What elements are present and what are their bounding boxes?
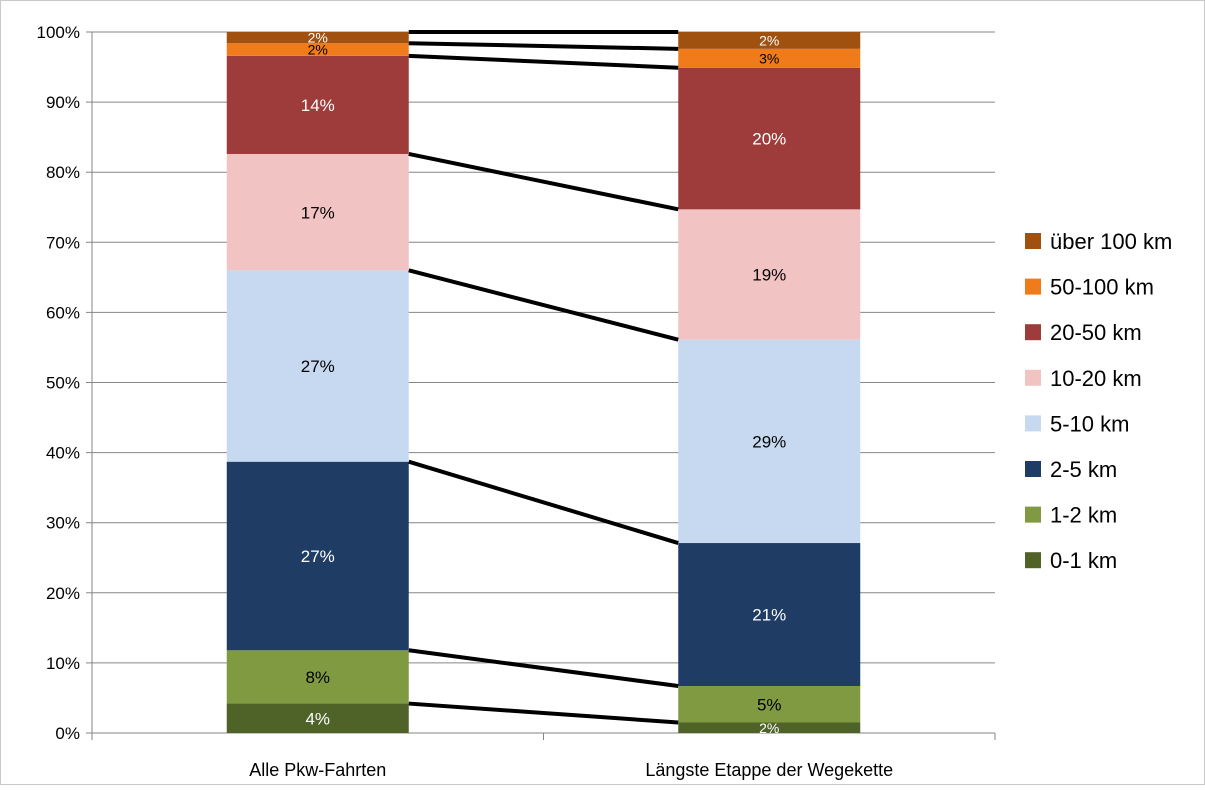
y-tick-label: 70% (46, 233, 80, 252)
bar-segment (226, 270, 409, 462)
y-tick-label: 0% (55, 724, 80, 743)
data-label: 5% (757, 695, 782, 714)
y-tick-label: 60% (46, 303, 80, 322)
data-label: 2% (308, 42, 328, 58)
axes: 0% 10% 20% 30% 40% 50% 60% 70% 80% 90% 100% Alle Pk… (37, 23, 996, 780)
bar-segment (226, 43, 409, 56)
data-label: 14% (301, 96, 335, 115)
legend-label: 20-50 km (1050, 320, 1142, 345)
y-tick-label: 40% (46, 444, 80, 463)
data-label: 19% (752, 266, 786, 285)
data-label: 20% (752, 130, 786, 149)
x-tick-label: Alle Pkw-Fahrten (249, 760, 386, 780)
y-tick-label: 20% (46, 584, 80, 603)
connector-line (408, 152, 679, 212)
y-tick-label: 50% (46, 374, 80, 393)
y-tick-label: 30% (46, 514, 80, 533)
legend-swatch (1025, 278, 1041, 295)
bar-segment (678, 686, 861, 723)
data-label: 3% (759, 50, 779, 66)
legend-swatch (1025, 324, 1041, 341)
bar-segment (678, 48, 861, 68)
legend-label: 10-20 km (1050, 366, 1142, 391)
data-label: 2% (308, 30, 328, 46)
bar-segment (226, 650, 409, 704)
connector-line (408, 53, 679, 70)
connector-lines (408, 30, 679, 725)
connector-line (408, 41, 679, 51)
data-label: 17% (301, 203, 335, 222)
data-label: 29% (752, 433, 786, 452)
bar-segment (226, 55, 409, 154)
legend-swatch (1025, 233, 1041, 249)
connector-line (408, 648, 679, 689)
connector-line (408, 701, 679, 725)
bar-segment (226, 32, 409, 44)
legend-label: über 100 km (1050, 229, 1172, 254)
connector-line (408, 268, 679, 342)
legend-swatch (1025, 552, 1041, 569)
legend-swatch (1025, 506, 1041, 523)
legend-label: 50-100 km (1050, 275, 1154, 300)
legend-label: 2-5 km (1050, 457, 1117, 482)
data-labels: 4%8%27%27%17%14%2%2%2%5%21%29%19%20%3%2% (301, 30, 787, 736)
bar-segment (678, 209, 861, 340)
bar-segment (226, 153, 409, 271)
data-label: 8% (305, 668, 330, 687)
data-label: 2% (759, 720, 779, 736)
bars (226, 32, 861, 733)
legend-label: 5-10 km (1050, 411, 1129, 436)
bar-segment (678, 543, 861, 687)
data-label: 2% (759, 32, 779, 48)
bar-segment (678, 722, 861, 733)
legend-label: 1-2 km (1050, 503, 1117, 528)
y-tick-label: 10% (46, 654, 80, 673)
bar-segment (226, 461, 409, 651)
data-label: 27% (301, 547, 335, 566)
bar-segment (678, 32, 861, 49)
bar-segment (226, 703, 409, 733)
y-tick-label: 100% (37, 23, 80, 42)
legend: über 100 km 50-100 km 20-50 km 10-20 km 5-10… (1025, 229, 1172, 573)
legend-swatch (1025, 415, 1041, 432)
legend-swatch (1025, 461, 1041, 477)
connector-line (408, 459, 679, 545)
x-tick-label: Längste Etappe der Wegekette (645, 760, 893, 780)
data-label: 27% (301, 357, 335, 376)
bar-segment (678, 339, 861, 544)
y-tick-label: 80% (46, 163, 80, 182)
legend-swatch (1025, 369, 1041, 386)
legend-label: 0-1 km (1050, 548, 1117, 573)
data-label: 4% (305, 709, 330, 728)
data-label: 21% (752, 606, 786, 625)
y-tick-label: 90% (46, 93, 80, 112)
bar-segment (678, 67, 861, 210)
